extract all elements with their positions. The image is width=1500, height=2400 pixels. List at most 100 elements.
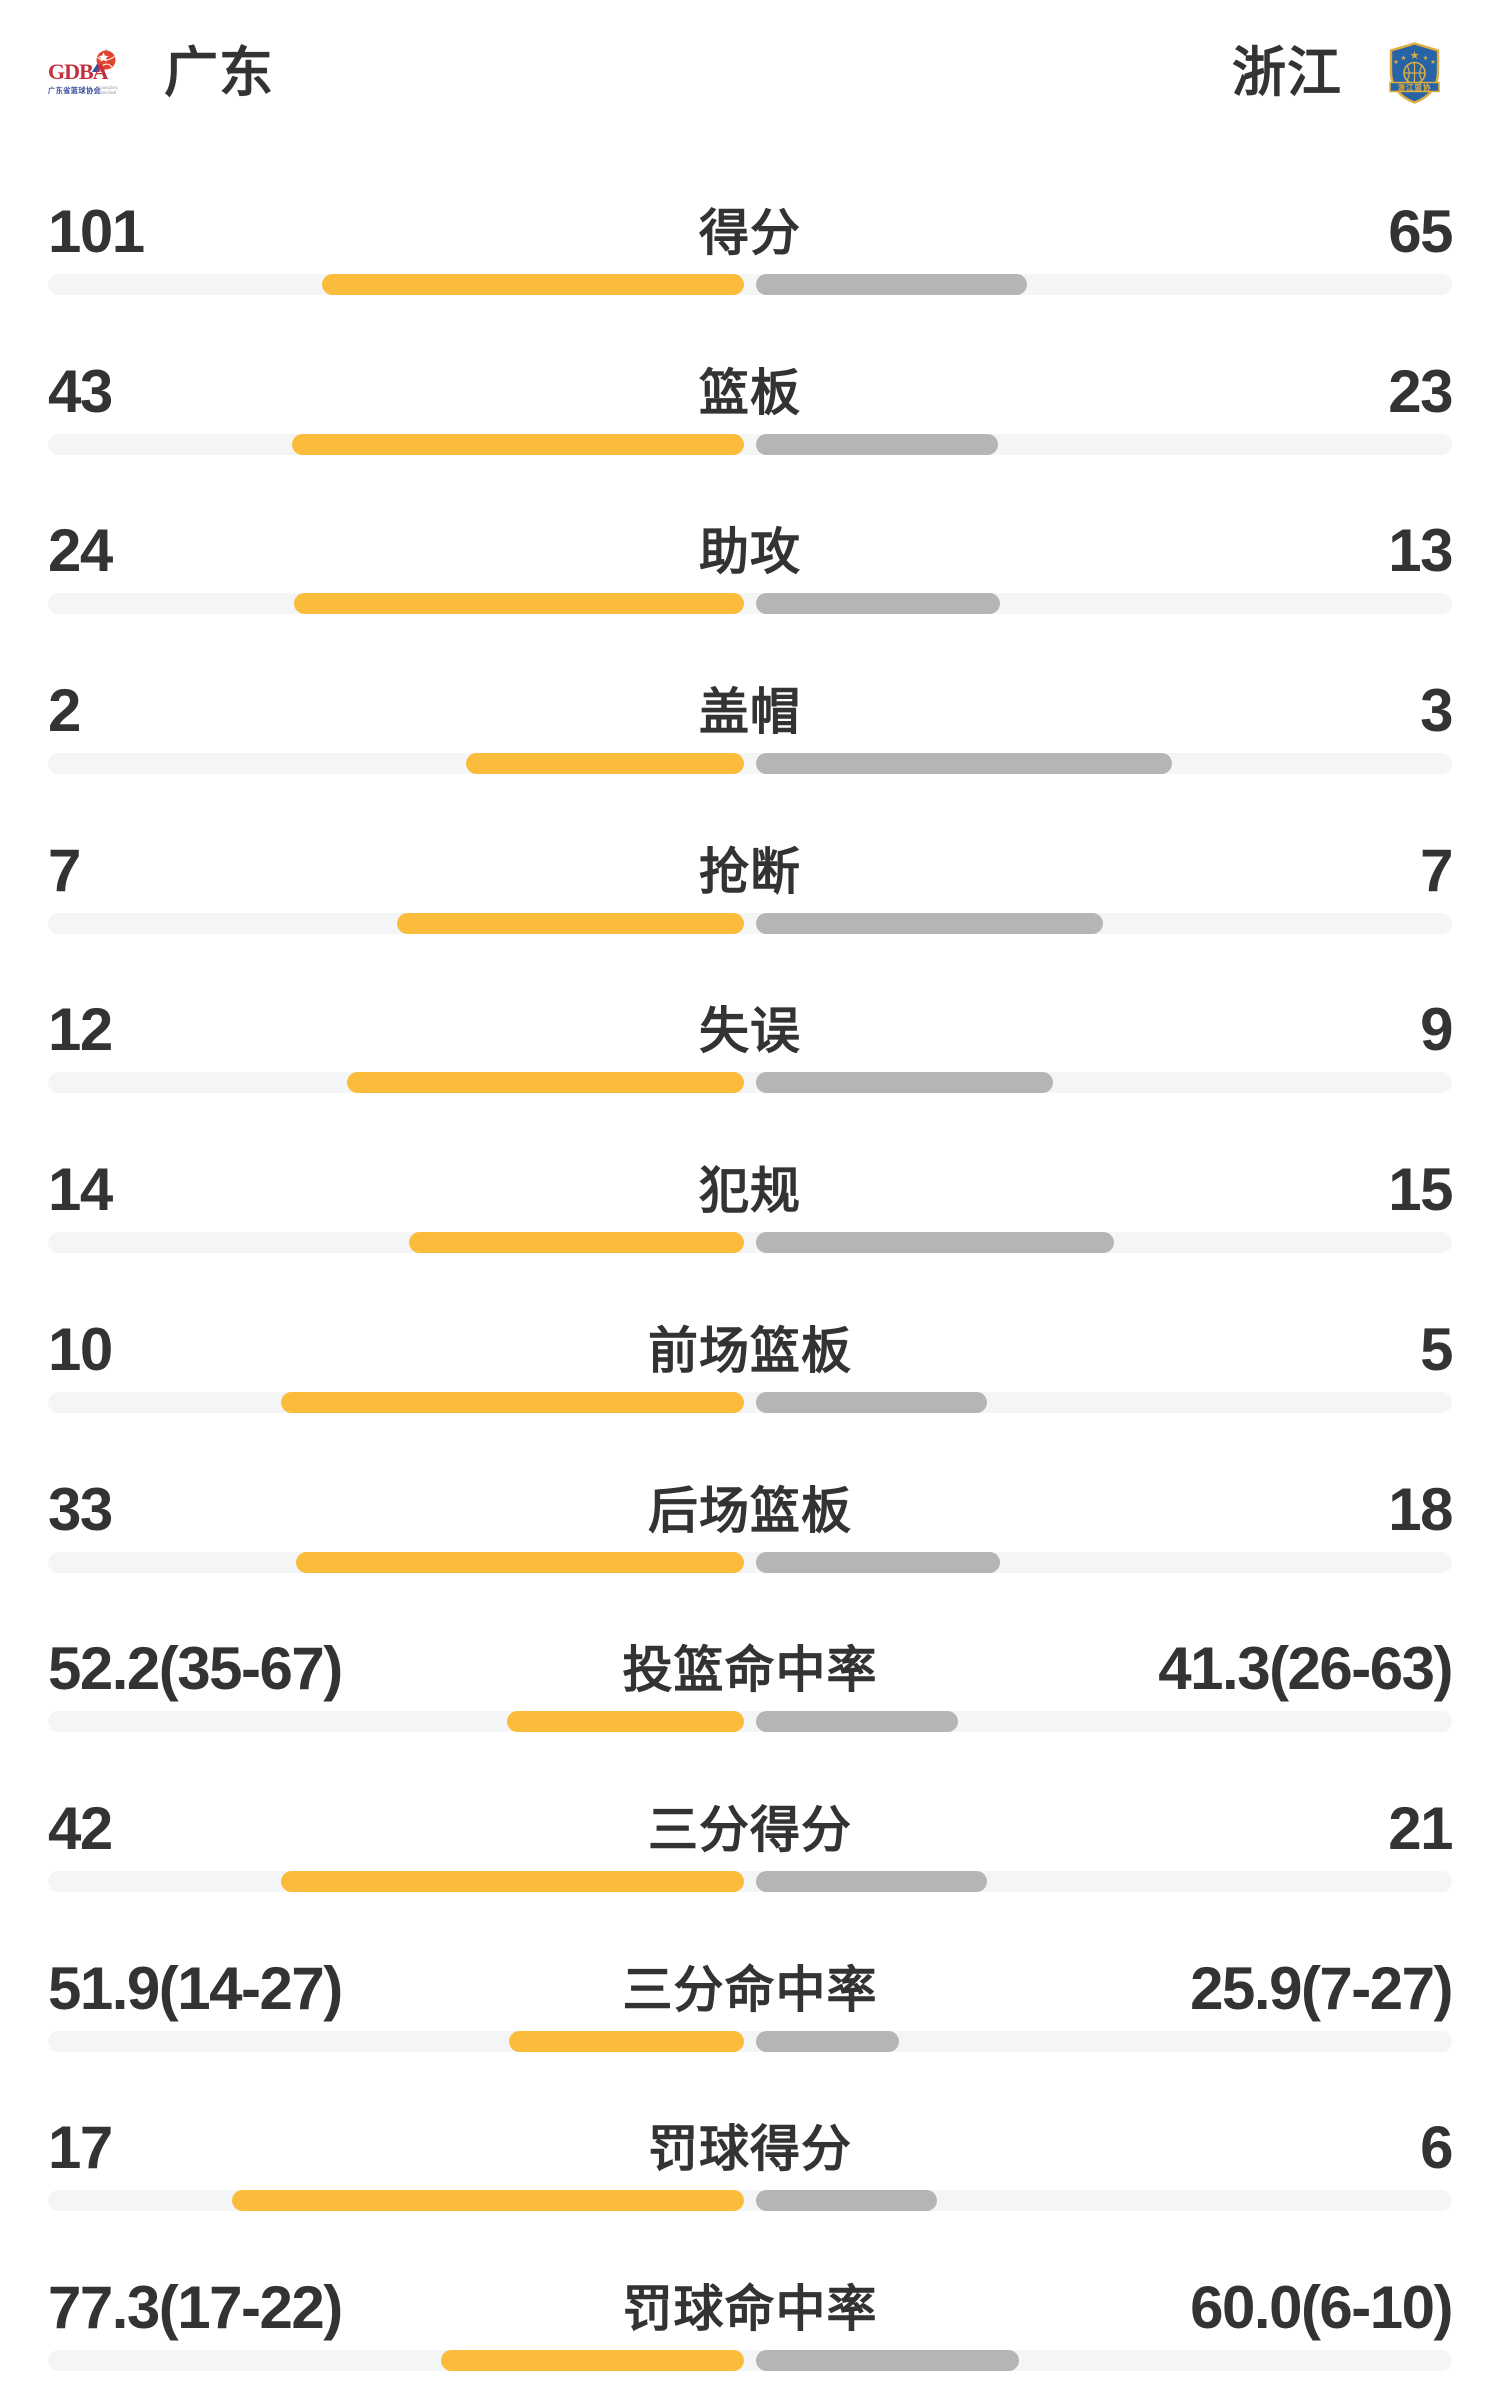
zjba-star-center: ★	[1410, 50, 1420, 62]
stat-label: 三分命中率	[622, 1961, 878, 2018]
stat-label: 犯规	[699, 1163, 801, 1220]
bar-center-gap	[744, 1072, 756, 1093]
home-value: 14	[48, 1156, 113, 1224]
stat-row: 17 罚球得分 6	[0, 2096, 1500, 2256]
away-value: 3	[1420, 677, 1453, 745]
home-bar	[441, 2349, 744, 2371]
away-bar	[756, 2190, 937, 2212]
gdba-logo-text: GDBA	[48, 59, 109, 84]
away-bar	[756, 1711, 958, 1733]
away-bar	[756, 593, 1000, 615]
stat-bar-track	[48, 1870, 1452, 1892]
home-bar	[281, 1391, 744, 1413]
bar-center-gap	[744, 274, 756, 295]
away-value: 23	[1388, 357, 1453, 425]
away-value: 6	[1420, 2114, 1453, 2182]
stat-bar-track	[48, 2349, 1452, 2371]
stat-row: 10 前场篮板 5	[0, 1298, 1500, 1458]
home-bar	[293, 593, 744, 615]
stat-bar-track	[48, 1391, 1452, 1413]
away-value: 21	[1388, 1794, 1453, 1862]
stat-label: 罚球命中率	[622, 2280, 878, 2337]
stat-row: 24 助攻 13	[0, 499, 1500, 659]
home-bar	[281, 1870, 744, 1892]
team-home: GDBA 广东省篮球协会 Guangdong Basketball 广东	[48, 45, 274, 101]
away-value: 18	[1388, 1475, 1453, 1543]
gdba-star	[98, 52, 109, 62]
stat-bar-track	[48, 1072, 1452, 1094]
team-away-name: 浙江	[1232, 43, 1342, 103]
stat-row: 33 后场篮板 18	[0, 1458, 1500, 1618]
away-bar	[756, 1072, 1054, 1094]
bar-center-gap	[744, 2031, 756, 2052]
home-value: 77.3(17-22)	[48, 2273, 343, 2341]
away-bar	[756, 1232, 1115, 1254]
stat-label: 三分得分	[648, 1801, 852, 1858]
zjba-banner	[1389, 81, 1440, 93]
home-value: 43	[48, 357, 113, 425]
stat-row: 12 失误 9	[0, 978, 1500, 1138]
header: GDBA 广东省篮球协会 Guangdong Basketball 广东 浙江 …	[0, 0, 1500, 104]
away-value: 15	[1388, 1156, 1453, 1224]
away-value: 13	[1388, 517, 1453, 585]
away-bar	[756, 2349, 1020, 2371]
home-bar	[295, 1551, 744, 1573]
bar-center-gap	[744, 434, 756, 455]
home-bar	[508, 2030, 744, 2052]
home-value: 101	[48, 198, 145, 265]
stat-row: 77.3(17-22) 罚球命中率 60.0(6-10)	[0, 2256, 1500, 2400]
bar-center-gap	[744, 1232, 756, 1253]
bar-center-gap	[744, 1871, 756, 1892]
stat-bar-track	[48, 1551, 1452, 1573]
stat-label: 助攻	[699, 524, 801, 581]
stat-row: 101 得分 65	[0, 180, 1500, 340]
bar-center-gap	[744, 1392, 756, 1413]
away-bar	[756, 2030, 899, 2052]
stat-row: 7 抢断 7	[0, 819, 1500, 979]
gdba-logo: GDBA 广东省篮球协会 Guangdong Basketball	[48, 48, 118, 95]
bar-center-gap	[744, 1711, 756, 1732]
away-value: 7	[1420, 836, 1453, 904]
stat-row: 51.9(14-27) 三分命中率 25.9(7-27)	[0, 1937, 1500, 2097]
stat-row: 42 三分得分 21	[0, 1777, 1500, 1937]
stat-bar-track	[48, 274, 1452, 295]
bar-center-gap	[744, 753, 756, 774]
stat-bar-track	[48, 593, 1452, 615]
stat-label: 后场篮板	[648, 1482, 852, 1539]
stat-label: 罚球得分	[648, 2121, 852, 2178]
home-bar	[321, 274, 744, 295]
away-value: 41.3(26-63)	[1158, 1635, 1453, 1703]
away-value: 60.0(6-10)	[1190, 2273, 1453, 2341]
away-value: 5	[1420, 1315, 1453, 1383]
stat-label: 投篮命中率	[622, 1642, 878, 1699]
away-bar	[756, 433, 999, 455]
svg-text:★: ★	[1401, 55, 1407, 62]
home-bar	[291, 433, 744, 455]
home-value: 33	[48, 1475, 113, 1543]
team-home-name: 广东	[164, 43, 274, 103]
svg-text:★: ★	[1430, 59, 1436, 66]
home-value: 51.9(14-27)	[48, 1954, 343, 2022]
stat-bar-track	[48, 753, 1452, 775]
away-bar	[756, 274, 1028, 295]
stat-label: 得分	[699, 205, 801, 261]
home-value: 10	[48, 1315, 113, 1383]
away-value: 65	[1388, 198, 1453, 265]
stat-row: 43 篮板 23	[0, 340, 1500, 500]
home-value: 52.2(35-67)	[48, 1635, 343, 1703]
away-bar	[756, 1391, 988, 1413]
svg-text:Guangdong: Guangdong	[97, 85, 118, 90]
home-bar	[231, 2190, 744, 2212]
home-value: 42	[48, 1794, 113, 1862]
home-value: 7	[48, 836, 81, 904]
bar-center-gap	[744, 913, 756, 934]
home-bar	[397, 912, 744, 934]
stat-label: 盖帽	[699, 684, 801, 741]
team-away: 浙江 ★ ★ ★ ★ ★ 浙江篮协	[1232, 42, 1443, 104]
svg-text:★: ★	[1423, 55, 1429, 62]
home-bar	[466, 753, 744, 775]
gdba-logo-subtext: 广东省篮球协会	[48, 86, 102, 95]
home-value: 12	[48, 996, 113, 1064]
away-bar	[756, 1870, 988, 1892]
